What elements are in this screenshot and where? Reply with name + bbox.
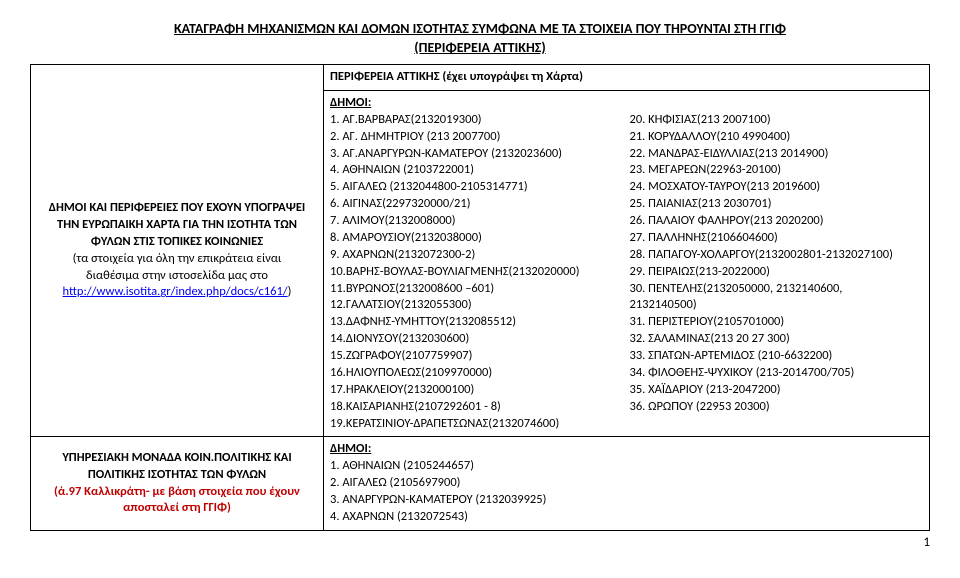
list-item: 21. ΚΟΡΥΔΑΛΛΟΥ(210 4990400) bbox=[630, 129, 924, 146]
dimoi-label: ΔΗΜΟΙ: bbox=[330, 441, 923, 458]
left-text-line: ΔΗΜΟΙ ΚΑΙ ΠΕΡΙΦΕΡΕΙΕΣ ΠΟΥ ΕΧΟΥΝ ΥΠΟΓΡΑΨΕ… bbox=[37, 200, 317, 217]
list-item: 26. ΠΑΛΑΙΟΥ ΦΑΛΗΡΟΥ(213 2020200) bbox=[630, 213, 924, 230]
list-item: 13.ΔΑΦΝΗΣ-ΥΜΗΤΤΟΥ(2132085512) bbox=[330, 314, 624, 331]
page-number: 1 bbox=[30, 535, 930, 550]
list-item: 35. ΧΑΪΔΑΡΙΟΥ (213-2047200) bbox=[630, 382, 924, 399]
list-item: 10.ΒΑΡΗΣ-ΒΟΥΛΑΣ-ΒΟΥΛΙΑΓΜΕΝΗΣ(2132020000) bbox=[330, 264, 624, 281]
page-title: ΚΑΤΑΓΡΑΦΗ ΜΗΧΑΝΙΣΜΩΝ ΚΑΙ ΔΟΜΩΝ ΙΣΟΤΗΤΑΣ … bbox=[30, 20, 930, 37]
list-item: 2. ΑΓ. ΔΗΜΗΤΡΙΟΥ (213 2007700) bbox=[330, 129, 624, 146]
list-item: 25. ΠΑΙΑΝΙΑΣ(213 2030701) bbox=[630, 196, 924, 213]
left-text-line: ΦΥΛΩΝ ΣΤΙΣ ΤΟΠΙΚΕΣ ΚΟΙΝΩΝΙΕΣ bbox=[37, 234, 317, 251]
list-item: 6. ΑΙΓΙΝΑΣ(2297320000/21) bbox=[330, 196, 624, 213]
list-item: 34. ΦΙΛΟΘΕΗΣ-ΨΥΧΙΚΟΥ (213-2014700/705) bbox=[630, 365, 924, 382]
column-right: 20. ΚΗΦΙΣΙΑΣ(213 2007100) 21. ΚΟΡΥΔΑΛΛΟΥ… bbox=[630, 112, 924, 433]
list-item: 24. ΜΟΣΧΑΤΟΥ-ΤΑΥΡΟΥ(213 2019600) bbox=[630, 179, 924, 196]
left-text-line: (τα στοιχεία για όλη την επικράτεια είνα… bbox=[37, 251, 317, 268]
list-item: 28. ΠΑΠΑΓΟΥ-ΧΟΛΑΡΓΟΥ(2132002801-21320271… bbox=[630, 247, 924, 264]
list-item: 3. ΑΓ.ΑΝΑΡΓΥΡΩΝ-ΚΑΜΑΤΕΡΟΥ (2132023600) bbox=[330, 146, 624, 163]
column-left: 1. ΑΓ.ΒΑΡΒΑΡΑΣ(2132019300) 2. ΑΓ. ΔΗΜΗΤΡ… bbox=[330, 112, 630, 433]
list-item: 4. ΑΘΗΝΑΙΩΝ (2103722001) bbox=[330, 162, 624, 179]
left-text-line: διαθέσιμα στην ιστοσελίδα μας στο bbox=[37, 268, 317, 285]
list-item: 20. ΚΗΦΙΣΙΑΣ(213 2007100) bbox=[630, 112, 924, 129]
left-text-line: ΤΗΝ ΕΥΡΩΠΑΙΚΗ ΧΑΡΤΑ ΓΙΑ ΤΗΝ ΙΣΟΤΗΤΑ ΤΩΝ bbox=[37, 217, 317, 234]
left-link-line: http://www.isotita.gr/index.php/docs/c16… bbox=[37, 284, 317, 301]
list-item: 22. ΜΑΝΔΡΑΣ-ΕΙΔΥΛΛΙΑΣ(213 2014900) bbox=[630, 146, 924, 163]
main-table: ΔΗΜΟΙ ΚΑΙ ΠΕΡΙΦΕΡΕΙΕΣ ΠΟΥ ΕΧΟΥΝ ΥΠΟΓΡΑΨΕ… bbox=[30, 64, 930, 531]
row2-left-cell: ΥΠΗΡΕΣΙΑΚΗ ΜΟΝΑΔΑ ΚΟΙΝ.ΠΟΛΙΤΙΚΗΣ ΚΑΙ ΠΟΛ… bbox=[31, 437, 324, 530]
left-text-line: ΥΠΗΡΕΣΙΑΚΗ ΜΟΝΑΔΑ ΚΟΙΝ.ΠΟΛΙΤΙΚΗΣ ΚΑΙ bbox=[37, 450, 317, 467]
list-item: 5. ΑΙΓΑΛΕΩ (2132044800-2105314771) bbox=[330, 179, 624, 196]
row2-right-cell: ΔΗΜΟΙ: 1. ΑΘΗΝΑΙΩΝ (2105244657) 2. ΑΙΓΑΛ… bbox=[324, 437, 930, 530]
page-subtitle: (ΠΕΡΙΦΕΡΕΙΑ ΑΤΤΙΚΗΣ) bbox=[30, 39, 930, 56]
list-item: 23. ΜΕΓΑΡΕΩΝ(22963-20100) bbox=[630, 162, 924, 179]
list-item: 2132140500) bbox=[630, 297, 924, 314]
list-item: 30. ΠΕΝΤΕΛΗΣ(2132050000, 2132140600, bbox=[630, 281, 924, 298]
list-item: 8. ΑΜΑΡΟΥΣΙΟΥ(2132038000) bbox=[330, 230, 624, 247]
left-text-line-red: αποσταλεί στη ΓΓΙΦ) bbox=[37, 500, 317, 517]
list-item: 33. ΣΠΑΤΩΝ-ΑΡΤΕΜΙΔΟΣ (210-6632200) bbox=[630, 348, 924, 365]
row1-left-cell: ΔΗΜΟΙ ΚΑΙ ΠΕΡΙΦΕΡΕΙΕΣ ΠΟΥ ΕΧΟΥΝ ΥΠΟΓΡΑΨΕ… bbox=[31, 65, 324, 437]
dimoi-label: ΔΗΜΟΙ: bbox=[330, 95, 923, 112]
list-item: 1. ΑΘΗΝΑΙΩΝ (2105244657) bbox=[330, 458, 923, 475]
list-item: 9. ΑΧΑΡΝΩΝ(2132072300-2) bbox=[330, 247, 624, 264]
list-item: 7. ΑΛΙΜΟΥ(2132008000) bbox=[330, 213, 624, 230]
list-item: 18.ΚΑΙΣΑΡΙΑΝΗΣ(2107292601 - 8) bbox=[330, 399, 624, 416]
isotita-link[interactable]: http://www.isotita.gr/index.php/docs/c16… bbox=[63, 284, 288, 299]
list-item: 31. ΠΕΡΙΣΤΕΡΙΟΥ(2105701000) bbox=[630, 314, 924, 331]
list-item: 15.ΖΩΓΡΑΦΟΥ(2107759907) bbox=[330, 348, 624, 365]
list-item: 16.ΗΛΙΟΥΠΟΛΕΩΣ(2109970000) bbox=[330, 365, 624, 382]
list-item: 14.ΔΙΟΝΥΣΟΥ(2132030600) bbox=[330, 331, 624, 348]
list-item: 11.ΒΥΡΩΝΟΣ(2132008600 –601) bbox=[330, 281, 624, 298]
row1-right-cell: ΔΗΜΟΙ: 1. ΑΓ.ΒΑΡΒΑΡΑΣ(2132019300) 2. ΑΓ.… bbox=[324, 90, 930, 437]
left-text-line: ΠΟΛΙΤΙΚΗΣ ΙΣΟΤΗΤΑΣ ΤΩΝ ΦΥΛΩΝ bbox=[37, 467, 317, 484]
list-item: 17.ΗΡΑΚΛΕΙΟΥ(2132000100) bbox=[330, 382, 624, 399]
list-item: 2. ΑΙΓΑΛΕΩ (2105697900) bbox=[330, 475, 923, 492]
two-column-list: 1. ΑΓ.ΒΑΡΒΑΡΑΣ(2132019300) 2. ΑΓ. ΔΗΜΗΤΡ… bbox=[330, 112, 923, 433]
list-item: 32. ΣΑΛΑΜΙΝΑΣ(213 20 27 300) bbox=[630, 331, 924, 348]
list-item: 29. ΠΕΙΡΑΙΩΣ(213-2022000) bbox=[630, 264, 924, 281]
left-text-line-red: (ά.97 Καλλικράτη- με βάση στοιχεία που έ… bbox=[37, 484, 317, 501]
list-item: 4. ΑΧΑΡΝΩΝ (2132072543) bbox=[330, 509, 923, 526]
list-item: 1. ΑΓ.ΒΑΡΒΑΡΑΣ(2132019300) bbox=[330, 112, 624, 129]
list-item: 3. ΑΝΑΡΓΥΡΩΝ-ΚΑΜΑΤΕΡΟΥ (2132039925) bbox=[330, 492, 923, 509]
list-item: 36. ΩΡΩΠΟΥ (22953 20300) bbox=[630, 399, 924, 416]
closing-paren: ) bbox=[288, 284, 292, 299]
list-item: 27. ΠΑΛΛΗΝΗΣ(2106604600) bbox=[630, 230, 924, 247]
list-item: 19.ΚΕΡΑΤΣΙΝΙΟΥ-ΔΡΑΠΕΤΣΩΝΑΣ(2132074600) bbox=[330, 416, 624, 433]
list-item: 12.ΓΑΛΑΤΣΙΟΥ(2132055300) bbox=[330, 297, 624, 314]
region-header-cell: ΠΕΡΙΦΕΡΕΙΑ ΑΤΤΙΚΗΣ (έχει υπογράψει τη Χά… bbox=[324, 65, 930, 91]
